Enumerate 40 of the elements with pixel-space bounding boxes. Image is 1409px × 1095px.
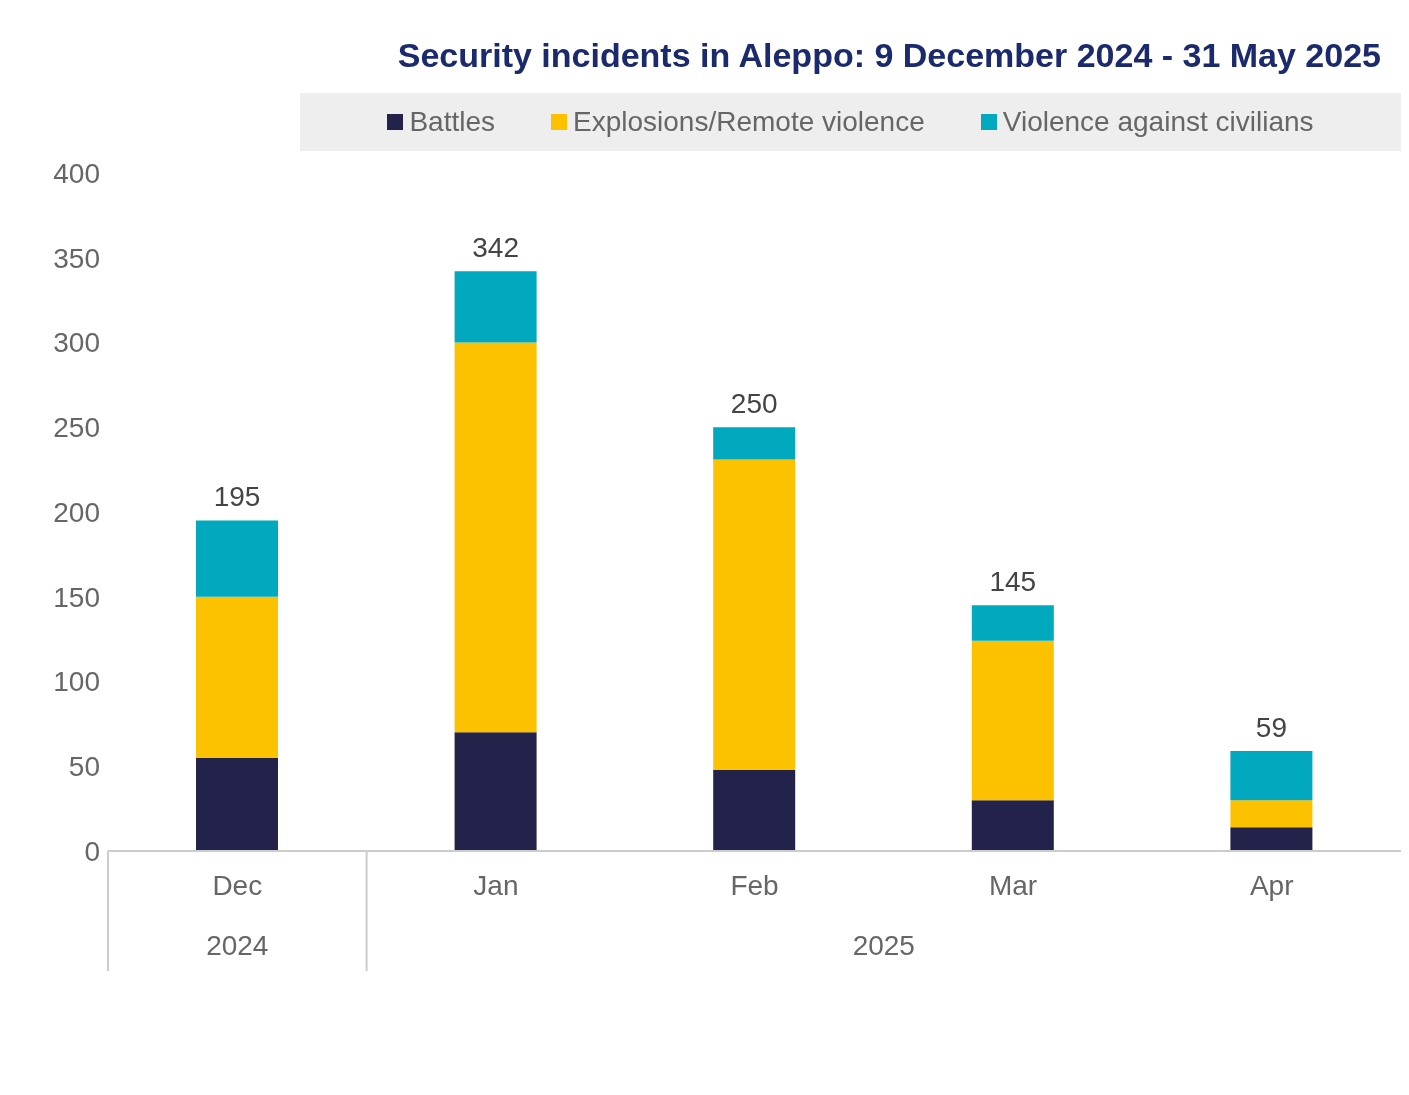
y-tick-label: 250 xyxy=(53,412,100,444)
bar xyxy=(971,605,1054,641)
bar xyxy=(1230,751,1313,801)
x-tick-label: Jan xyxy=(473,870,519,901)
text: 2024 xyxy=(206,930,269,961)
x-tick-label: Mar xyxy=(988,870,1038,901)
bar xyxy=(1230,827,1313,851)
bar xyxy=(713,459,796,770)
bar xyxy=(713,427,796,460)
legend-label: Violence against civilians xyxy=(1001,106,1314,138)
total-label: 59 xyxy=(1255,711,1287,743)
y-tick-label: 200 xyxy=(53,496,100,528)
bar xyxy=(196,520,278,597)
chart-title: Security incidents in Aleppo: 9 December 2024 - 31 May 2025 xyxy=(396,35,1382,75)
bar xyxy=(196,757,278,851)
y-tick-label: 150 xyxy=(53,581,100,613)
x-tick-label: Feb xyxy=(730,870,779,901)
y-tick-label: 300 xyxy=(53,327,100,359)
total-label: 195 xyxy=(213,481,261,513)
x-tick-label: Dec xyxy=(212,870,263,901)
legend-label: Battles xyxy=(408,106,496,138)
bar xyxy=(971,800,1054,851)
total-label: 250 xyxy=(730,388,778,420)
bar xyxy=(1230,800,1313,828)
y-tick-label: 350 xyxy=(53,242,100,274)
legend-label: Explosions/Remote violence xyxy=(572,106,925,138)
bar xyxy=(196,596,278,758)
y-tick-label: 50 xyxy=(68,751,100,783)
x-tick-label: Apr xyxy=(1249,870,1294,901)
bar xyxy=(971,640,1054,801)
total-label: 342 xyxy=(472,232,519,264)
y-tick-label: 100 xyxy=(53,666,100,698)
bar xyxy=(713,769,796,851)
bar xyxy=(454,342,537,733)
bar xyxy=(454,271,537,343)
total-label: 145 xyxy=(989,566,1037,598)
text: 2025 xyxy=(852,930,915,961)
y-tick-label: 0 xyxy=(84,835,100,867)
y-tick-label: 400 xyxy=(53,157,100,189)
bar xyxy=(454,732,537,851)
